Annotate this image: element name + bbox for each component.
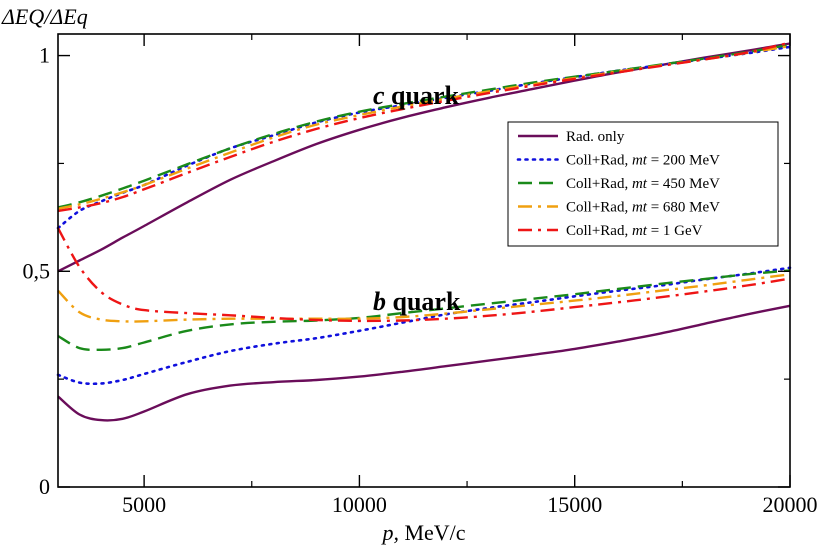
- annotation-b-quark: b quark: [373, 287, 461, 316]
- series-line-b-quark-8: [57, 273, 791, 323]
- x-axis-title: p, MeV/c: [380, 520, 465, 545]
- series-line-b-quark-6: [56, 266, 792, 386]
- series-line-b-quark-9: [56, 227, 791, 323]
- x-axis-title-unit: MeV/c: [399, 520, 466, 545]
- legend-label: Rad. only: [566, 129, 625, 145]
- y-tick-label: 0,5: [23, 258, 51, 283]
- plot-frame: [57, 33, 791, 488]
- x-tick-label: 10000: [332, 492, 387, 517]
- x-tick-label: 20000: [763, 492, 818, 517]
- legend-label: Coll+Rad, mt = 200 MeV: [566, 153, 720, 169]
- legend-label: Coll+Rad, mt = 450 MeV: [566, 176, 720, 192]
- series-line-b-quark-5: [57, 304, 791, 422]
- y-tick-label: 1: [39, 43, 50, 68]
- legend-label: Coll+Rad, mt = 1 GeV: [566, 223, 703, 239]
- legend-entries: Rad. only Coll+Rad, mt = 200 MeV Coll+Rad,…: [516, 129, 720, 239]
- y-tick-label: 0: [39, 474, 50, 499]
- legend: Rad. only Coll+Rad, mt = 200 MeV Coll+Rad,…: [507, 121, 779, 247]
- x-tick-label: 15000: [547, 492, 602, 517]
- series-layer: [56, 41, 792, 422]
- annotation-b-letter: b: [373, 287, 386, 316]
- ticks-layer: 5000 10000 15000 20000 0 0,5 1: [23, 34, 818, 517]
- annotation-b-word: quark: [386, 287, 461, 316]
- series-line-b-quark-7: [57, 269, 791, 352]
- x-axis-title-var: p,: [380, 520, 399, 545]
- x-tick-label: 5000: [122, 492, 166, 517]
- series-line-c-quark-4: [57, 41, 791, 213]
- annotation-c-letter: c: [373, 81, 385, 110]
- y-axis-title: ΔEQ/ΔEq: [1, 4, 88, 29]
- annotation-c-quark: c quark: [373, 81, 460, 110]
- legend-label: Coll+Rad, mt = 680 MeV: [566, 200, 720, 216]
- annotation-c-word: quark: [385, 81, 460, 110]
